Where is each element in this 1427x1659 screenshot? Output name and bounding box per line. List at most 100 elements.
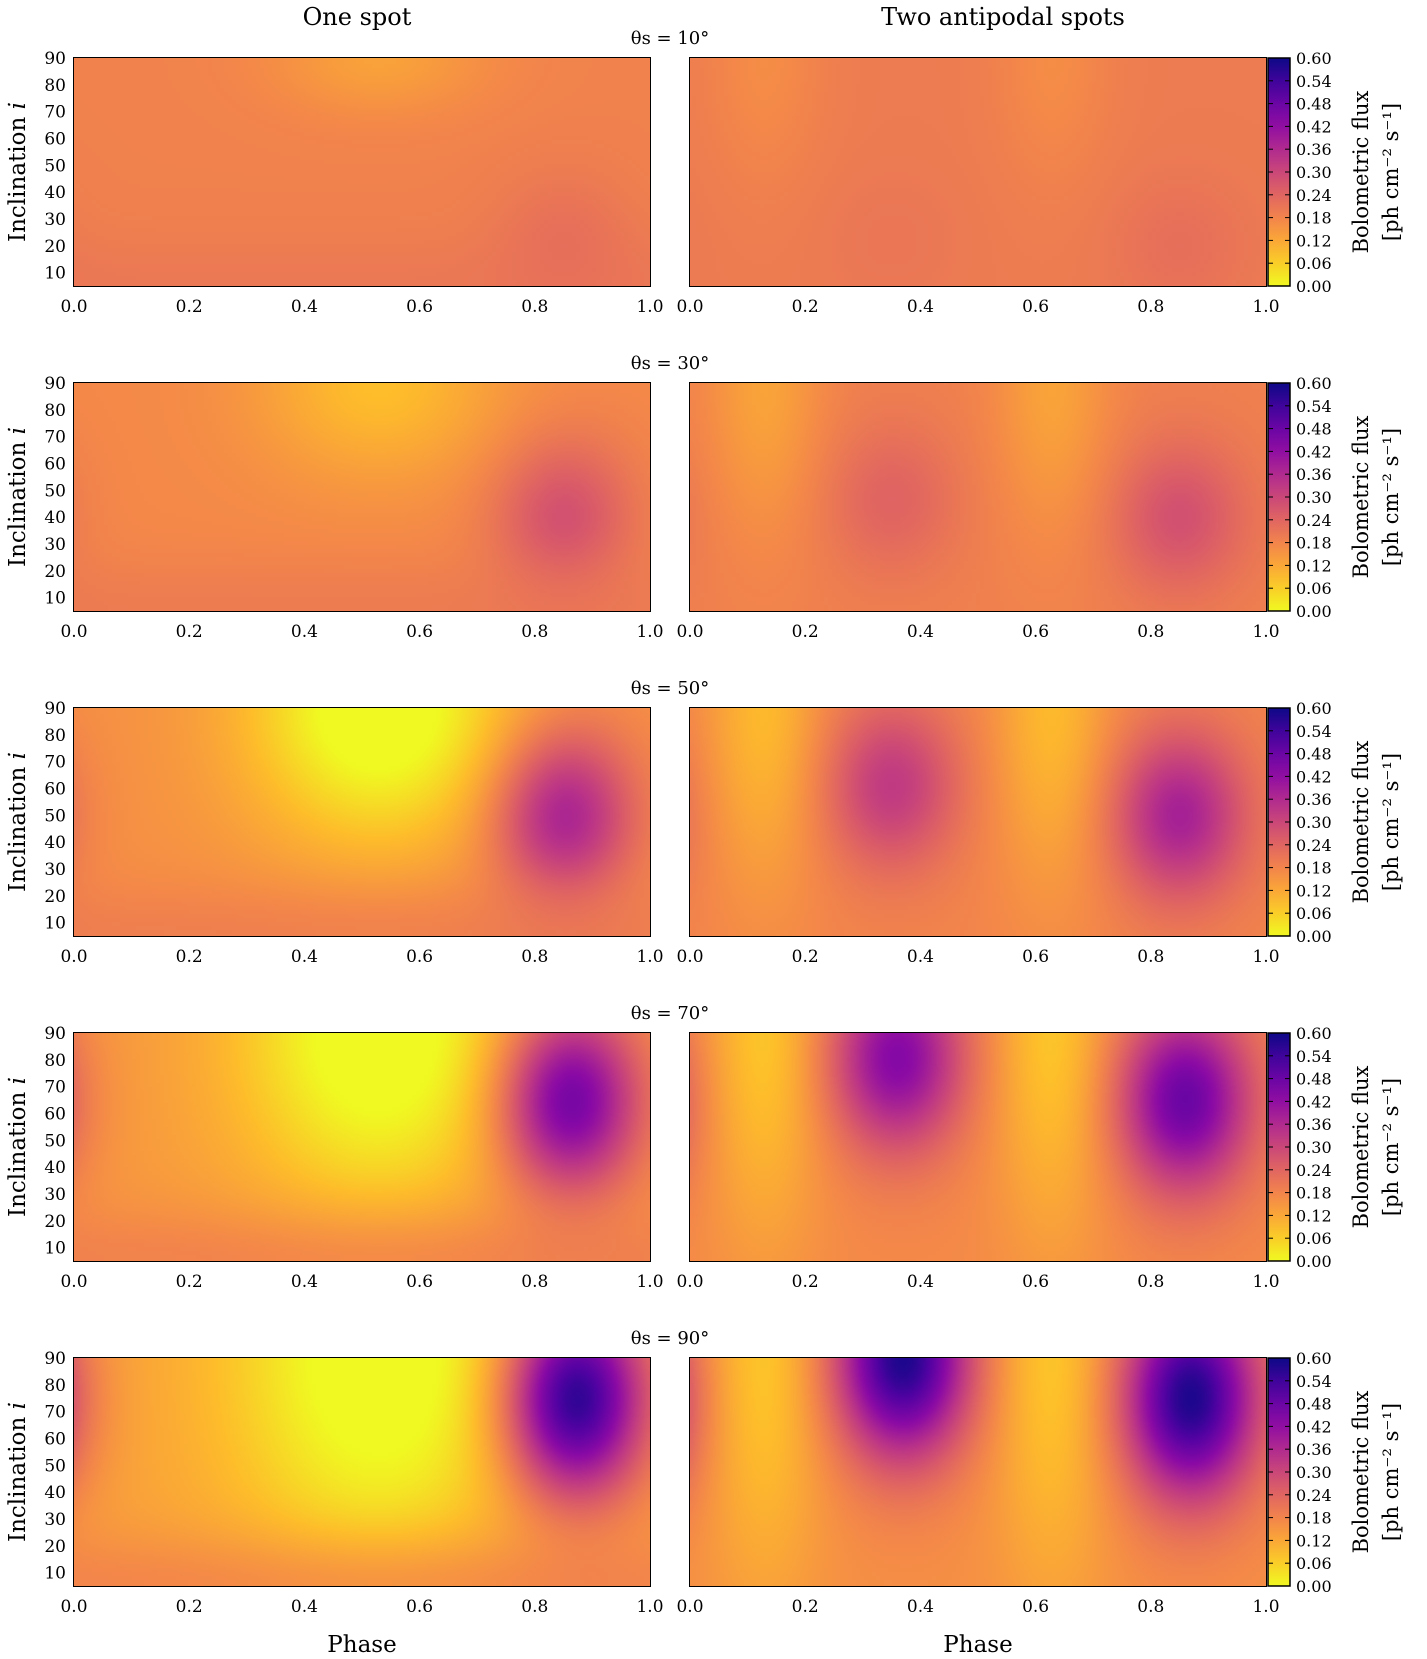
x-tick-label: 0.4: [907, 1272, 934, 1292]
x-tick-label: 1.0: [1252, 622, 1279, 642]
y-tick-label: 60: [44, 129, 66, 149]
colorbar-tick-label: 0.42: [1296, 767, 1332, 786]
heatmap-one-spot: [74, 1033, 650, 1261]
colorbar-tick-label: 0.60: [1296, 1349, 1332, 1368]
x-tick-label: 0.8: [1137, 1272, 1164, 1292]
y-tick-label: 70: [44, 753, 66, 773]
y-tick-label: 10: [44, 914, 66, 934]
y-tick-label: 30: [44, 1185, 66, 1205]
heatmap-two-spots: [690, 708, 1266, 936]
colorbar-tick-label: 0.54: [1296, 397, 1332, 416]
colorbar-tick-label: 0.36: [1296, 790, 1332, 809]
colorbar-tick-label: 0.12: [1296, 1206, 1332, 1225]
colorbar-units: [ph cm⁻² s⁻¹]: [1379, 428, 1403, 566]
y-tick-label: 20: [44, 1212, 66, 1232]
colorbar-tick-label: 0.30: [1296, 488, 1332, 507]
colorbar-tick-label: 0.12: [1296, 556, 1332, 575]
colorbar-tick-label: 0.18: [1296, 1509, 1332, 1528]
x-tick-label: 1.0: [636, 297, 663, 317]
y-tick-label: 70: [44, 428, 66, 448]
y-tick-label: 30: [44, 535, 66, 555]
y-tick-label: 30: [44, 210, 66, 230]
colorbar-tick-label: 0.06: [1296, 579, 1332, 598]
colorbar-tick-label: 0.42: [1296, 1092, 1332, 1111]
colorbar-tick-label: 0.54: [1296, 722, 1332, 741]
colorbar-tick-label: 0.54: [1296, 1047, 1332, 1066]
colorbar-tick-label: 0.48: [1296, 1070, 1332, 1089]
heatmap-two-spots: [690, 58, 1266, 286]
colorbar-units: [ph cm⁻² s⁻¹]: [1379, 1078, 1403, 1216]
x-tick-label: 0.2: [792, 297, 819, 317]
colorbar-tick-label: 0.24: [1296, 1161, 1332, 1180]
x-tick-label: 0.6: [406, 947, 433, 967]
colorbar-tick-label: 0.24: [1296, 511, 1332, 530]
colorbar-tick-label: 0.36: [1296, 1440, 1332, 1459]
x-tick-label: 0.4: [291, 297, 318, 317]
x-tick-label: 0.6: [1022, 622, 1049, 642]
y-axis-label: Inclination i: [5, 1402, 31, 1542]
x-tick-label: 1.0: [1252, 1272, 1279, 1292]
x-tick-label: 0.0: [60, 297, 87, 317]
x-tick-label: 0.4: [907, 622, 934, 642]
x-tick-label: 0.8: [1137, 622, 1164, 642]
x-tick-label: 0.4: [291, 947, 318, 967]
x-tick-label: 0.8: [521, 1597, 548, 1617]
y-tick-label: 70: [44, 1403, 66, 1423]
colorbar-label: Bolometric flux: [1349, 90, 1373, 253]
x-tick-label: 0.6: [1022, 947, 1049, 967]
y-tick-label: 90: [44, 49, 66, 69]
heatmap-one-spot: [74, 383, 650, 611]
colorbar-tick-label: 0.18: [1296, 1184, 1332, 1203]
x-tick-label: 0.0: [60, 1272, 87, 1292]
x-tick-label: 0.4: [291, 1597, 318, 1617]
colorbar-tick-label: 0.42: [1296, 117, 1332, 136]
x-tick-label: 0.4: [907, 947, 934, 967]
y-tick-label: 40: [44, 833, 66, 853]
x-tick-label: 0.8: [1137, 947, 1164, 967]
x-tick-label: 0.4: [907, 297, 934, 317]
y-tick-label: 60: [44, 454, 66, 474]
x-tick-label: 1.0: [636, 947, 663, 967]
y-tick-label: 80: [44, 76, 66, 96]
x-tick-label: 0.6: [1022, 1272, 1049, 1292]
colorbar-tick-label: 0.06: [1296, 1554, 1332, 1573]
y-axis-label: Inclination i: [5, 1077, 31, 1217]
row-title: θs = 70°: [631, 1003, 710, 1024]
y-tick-label: 60: [44, 1429, 66, 1449]
x-tick-label: 0.2: [792, 1272, 819, 1292]
x-tick-label: 0.2: [792, 622, 819, 642]
y-tick-label: 80: [44, 401, 66, 421]
x-tick-label: 0.8: [1137, 1597, 1164, 1617]
x-tick-label: 0.6: [406, 622, 433, 642]
y-tick-label: 30: [44, 860, 66, 880]
colorbar-tick-label: 0.18: [1296, 859, 1332, 878]
colorbar-label: Bolometric flux: [1349, 415, 1373, 578]
colorbar-units: [ph cm⁻² s⁻¹]: [1379, 753, 1403, 891]
colorbar-tick-label: 0.24: [1296, 186, 1332, 205]
colorbar-tick-label: 0.60: [1296, 374, 1332, 393]
x-tick-label: 1.0: [636, 1597, 663, 1617]
colorbar-tick-label: 0.06: [1296, 254, 1332, 273]
x-tick-label: 0.0: [60, 622, 87, 642]
x-tick-label: 0.0: [676, 1597, 703, 1617]
colorbar-tick-label: 0.06: [1296, 1229, 1332, 1248]
heatmap-one-spot: [74, 708, 650, 936]
x-tick-label: 0.0: [676, 947, 703, 967]
x-tick-label: 0.2: [176, 1272, 203, 1292]
colorbar-tick-label: 0.00: [1296, 602, 1332, 621]
y-tick-label: 90: [44, 699, 66, 719]
x-tick-label: 0.0: [60, 1597, 87, 1617]
y-tick-label: 30: [44, 1510, 66, 1530]
heatmap-two-spots: [690, 383, 1266, 611]
colorbar-tick-label: 0.30: [1296, 1138, 1332, 1157]
colorbar-tick-label: 0.36: [1296, 140, 1332, 159]
colorbar-tick-label: 0.48: [1296, 745, 1332, 764]
y-tick-label: 90: [44, 1024, 66, 1044]
y-axis-label: Inclination i: [5, 102, 31, 242]
colorbar-tick-label: 0.00: [1296, 927, 1332, 946]
colorbar-tick-label: 0.60: [1296, 1024, 1332, 1043]
colorbar-tick-label: 0.00: [1296, 1252, 1332, 1271]
x-tick-label: 0.4: [907, 1597, 934, 1617]
colorbar-tick-label: 0.48: [1296, 95, 1332, 114]
colorbar-tick-label: 0.24: [1296, 1486, 1332, 1505]
